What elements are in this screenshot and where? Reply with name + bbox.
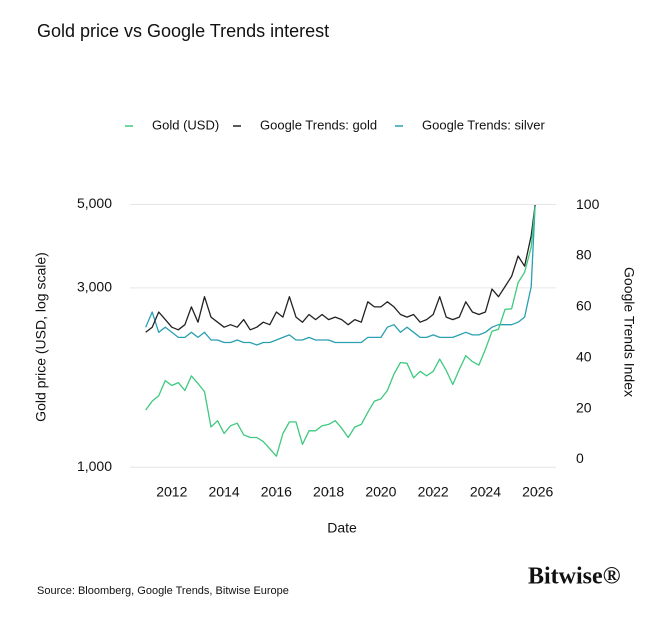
y2-axis-label: Google Trends Index [621,267,637,397]
series-line [145,205,536,346]
x-tick-label: 2016 [261,484,292,500]
y2-tick-label: 0 [576,450,584,466]
x-tick-label: 2012 [156,484,187,500]
x-tick-label: 2018 [313,484,344,500]
legend-label: Google Trends: silver [422,117,546,132]
y-tick-label: 1,000 [77,458,112,474]
y2-tick-label: 20 [576,399,592,415]
series-line [145,206,536,457]
y-axis-label: Gold price (USD, log scale) [33,252,49,422]
x-tick-label: 2020 [365,484,396,500]
legend-label: Gold (USD) [152,117,219,132]
series-line [145,205,536,333]
y-tick-label: 5,000 [77,195,112,211]
y2-tick-label: 60 [576,298,592,314]
y-tick-label: 3,000 [77,279,112,295]
chart-title: Gold price vs Google Trends interest [37,21,329,41]
y2-tick-label: 100 [576,196,600,212]
y2-tick-label: 80 [576,247,592,263]
legend-label: Google Trends: gold [260,117,377,132]
y2-tick-label: 40 [576,348,592,364]
x-tick-label: 2022 [418,484,449,500]
source-note: Source: Bloomberg, Google Trends, Bitwis… [37,585,289,597]
brand-logo: Bitwise® [528,564,621,590]
x-axis-label: Date [327,520,357,536]
x-tick-label: 2024 [470,484,501,500]
x-tick-label: 2026 [522,484,553,500]
x-tick-label: 2014 [209,484,240,500]
